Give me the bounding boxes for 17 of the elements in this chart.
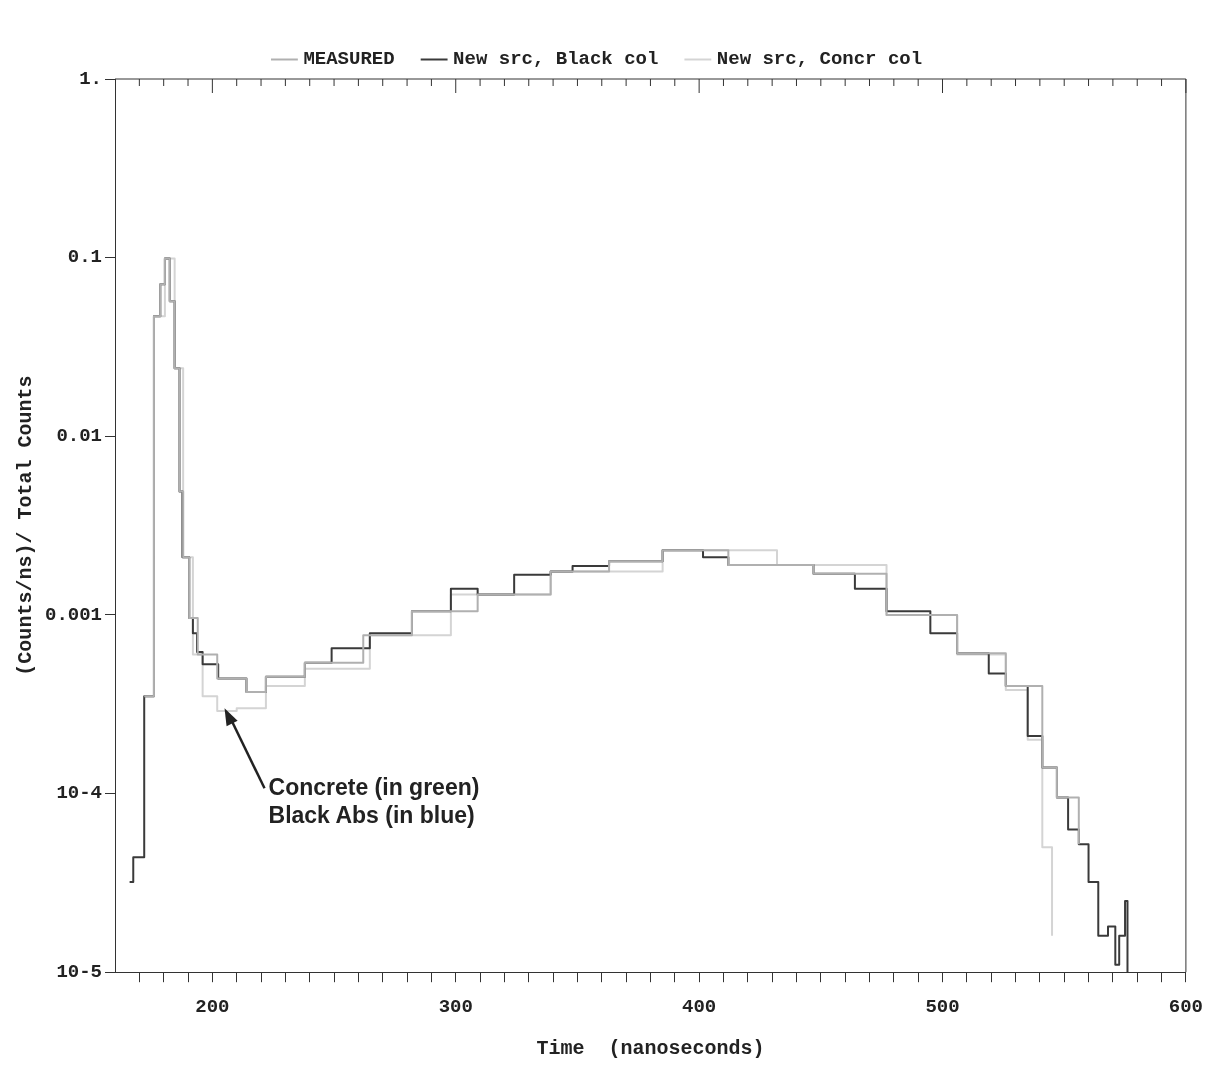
x-tick-label: 400 (682, 996, 717, 1019)
x-tick-label: 600 (1168, 996, 1204, 1019)
legend-label: New src, Black col (453, 48, 659, 71)
annotation: Concrete (in green) Black Abs (in blue) (268, 773, 480, 828)
y-tick-label: 1. (79, 67, 103, 90)
y-tick-label: 10-5 (56, 960, 103, 983)
x-tick-label: 200 (195, 996, 230, 1019)
y-tick-label: 0.1 (67, 246, 103, 269)
y-tick-label: 0.01 (56, 425, 103, 448)
y-tick-label: 10-4 (56, 782, 103, 805)
x-tick-label: 300 (438, 996, 473, 1019)
legend-label: New src, Concr col (716, 48, 923, 71)
legend-label: MEASURED (303, 48, 395, 71)
y-axis-title: (Counts/ns)/ Total Counts (14, 375, 38, 676)
x-tick-label: 500 (925, 996, 960, 1019)
x-axis-title: Time (nanoseconds) (536, 1037, 765, 1061)
y-tick-label: 0.001 (44, 603, 103, 626)
